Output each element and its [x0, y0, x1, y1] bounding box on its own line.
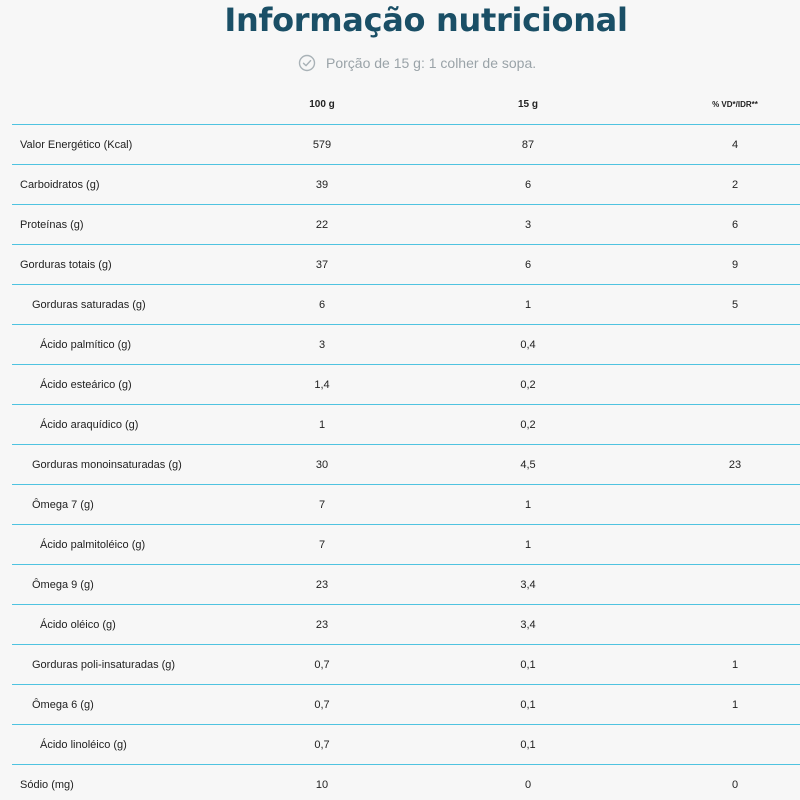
value-vd: 5: [731, 298, 739, 311]
value-100g: 0,7: [314, 698, 330, 711]
nutrient-name: Ácido linoléico (g): [40, 738, 127, 751]
value-100g: 1: [318, 418, 326, 431]
table-row: Valor Energético (Kcal) 579 87 4: [12, 125, 800, 165]
value-15g: 0,4: [520, 338, 536, 351]
table-row: Ácido oléico (g) 23 3,4: [12, 605, 800, 645]
value-100g: 7: [318, 498, 326, 511]
table-row: Ômega 6 (g) 0,7 0,1 1: [12, 685, 800, 725]
value-15g: 0,1: [520, 698, 536, 711]
table-row: Gorduras monoinsaturadas (g) 30 4,5 23: [12, 445, 800, 485]
nutrient-name: Ômega 6 (g): [32, 698, 94, 711]
check-circle-icon: [298, 54, 316, 72]
value-15g: 1: [524, 298, 532, 311]
nutrition-table: 100 g 15 g % VD*/IDR** Valor Energético …: [12, 84, 800, 800]
value-15g: 87: [521, 138, 535, 151]
nutrient-name: Ácido palmítico (g): [40, 338, 132, 351]
portion-text: Porção de 15 g: 1 colher de sopa.: [326, 55, 537, 71]
value-vd: [695, 565, 775, 604]
nutrient-name: Valor Energético (Kcal): [20, 138, 133, 151]
value-15g: 3: [524, 218, 532, 231]
value-vd: [695, 325, 775, 364]
nutrient-name: Proteínas (g): [20, 218, 84, 231]
value-15g: 0,1: [520, 658, 536, 671]
value-100g: 3: [318, 338, 326, 351]
value-vd: 1: [731, 698, 739, 711]
value-vd: [695, 365, 775, 404]
value-vd: [695, 605, 775, 644]
value-15g: 0,2: [520, 378, 536, 391]
table-row: Gorduras saturadas (g) 6 1 5: [12, 285, 800, 325]
value-15g: 6: [524, 178, 532, 191]
nutrient-name: Ácido esteárico (g): [40, 378, 132, 391]
value-vd: 0: [731, 778, 739, 791]
value-100g: 1,4: [314, 378, 330, 391]
value-15g: 0,2: [520, 418, 536, 431]
value-100g: 6: [318, 298, 326, 311]
value-100g: 0,7: [314, 658, 330, 671]
nutrient-name: Ômega 9 (g): [32, 578, 94, 591]
value-100g: 23: [315, 578, 329, 591]
table-body: Valor Energético (Kcal) 579 87 4 Carboidrato…: [12, 125, 800, 800]
table-row: Ômega 7 (g) 7 1: [12, 485, 800, 525]
value-15g: 4,5: [520, 458, 536, 471]
portion-info: Porção de 15 g: 1 colher de sopa.: [298, 52, 536, 74]
table-row: Carboidratos (g) 39 6 2: [12, 165, 800, 205]
value-vd: [695, 405, 775, 444]
value-15g: 1: [524, 538, 532, 551]
value-vd: 4: [731, 138, 739, 151]
nutrient-name: Ácido araquídico (g): [40, 418, 139, 431]
value-15g: 1: [524, 498, 532, 511]
value-vd: [695, 725, 775, 764]
table-row: Gorduras totais (g) 37 6 9: [12, 245, 800, 285]
value-100g: 37: [315, 258, 329, 271]
nutrient-name: Gorduras saturadas (g): [32, 298, 146, 311]
value-100g: 22: [315, 218, 329, 231]
value-vd: 9: [731, 258, 739, 271]
table-row: Ácido araquídico (g) 1 0,2: [12, 405, 800, 445]
header-vd: % VD*/IDR**: [712, 99, 758, 109]
value-15g: 3,4: [520, 618, 536, 631]
table-row: Ômega 9 (g) 23 3,4: [12, 565, 800, 605]
value-vd: 6: [731, 218, 739, 231]
table-row: Gorduras poli-insaturadas (g) 0,7 0,1 1: [12, 645, 800, 685]
value-15g: 3,4: [520, 578, 536, 591]
table-row: Ácido palmitoléico (g) 7 1: [12, 525, 800, 565]
nutrient-name: Gorduras poli-insaturadas (g): [32, 658, 176, 671]
nutrient-name: Carboidratos (g): [20, 178, 100, 191]
value-100g: 30: [315, 458, 329, 471]
value-100g: 579: [312, 138, 332, 151]
value-15g: 0: [524, 778, 532, 791]
nutrient-name: Ácido oléico (g): [40, 618, 116, 631]
value-vd: 23: [728, 458, 742, 471]
value-15g: 6: [524, 258, 532, 271]
table-row: Sódio (mg) 10 0 0: [12, 765, 800, 800]
nutrient-name: Sódio (mg): [20, 778, 74, 791]
table-row: Ácido palmítico (g) 3 0,4: [12, 325, 800, 365]
nutrient-name: Gorduras totais (g): [20, 258, 112, 271]
value-vd: [695, 485, 775, 524]
value-100g: 23: [315, 618, 329, 631]
value-vd: 2: [731, 178, 739, 191]
header-100g: 100 g: [309, 98, 335, 110]
value-100g: 10: [315, 778, 329, 791]
value-100g: 7: [318, 538, 326, 551]
value-15g: 0,1: [520, 738, 536, 751]
header-15g: 15 g: [517, 98, 538, 110]
nutrient-name: Ácido palmitoléico (g): [40, 538, 146, 551]
value-100g: 0,7: [314, 738, 330, 751]
nutrient-name: Ômega 7 (g): [32, 498, 94, 511]
table-row: Ácido linoléico (g) 0,7 0,1: [12, 725, 800, 765]
table-header-row: 100 g 15 g % VD*/IDR**: [12, 84, 800, 125]
table-row: Proteínas (g) 22 3 6: [12, 205, 800, 245]
page-title: Informação nutricional: [224, 1, 628, 39]
nutrient-name: Gorduras monoinsaturadas (g): [32, 458, 182, 471]
value-vd: 1: [731, 658, 739, 671]
table-row: Ácido esteárico (g) 1,4 0,2: [12, 365, 800, 405]
value-100g: 39: [315, 178, 329, 191]
value-vd: [695, 525, 775, 564]
